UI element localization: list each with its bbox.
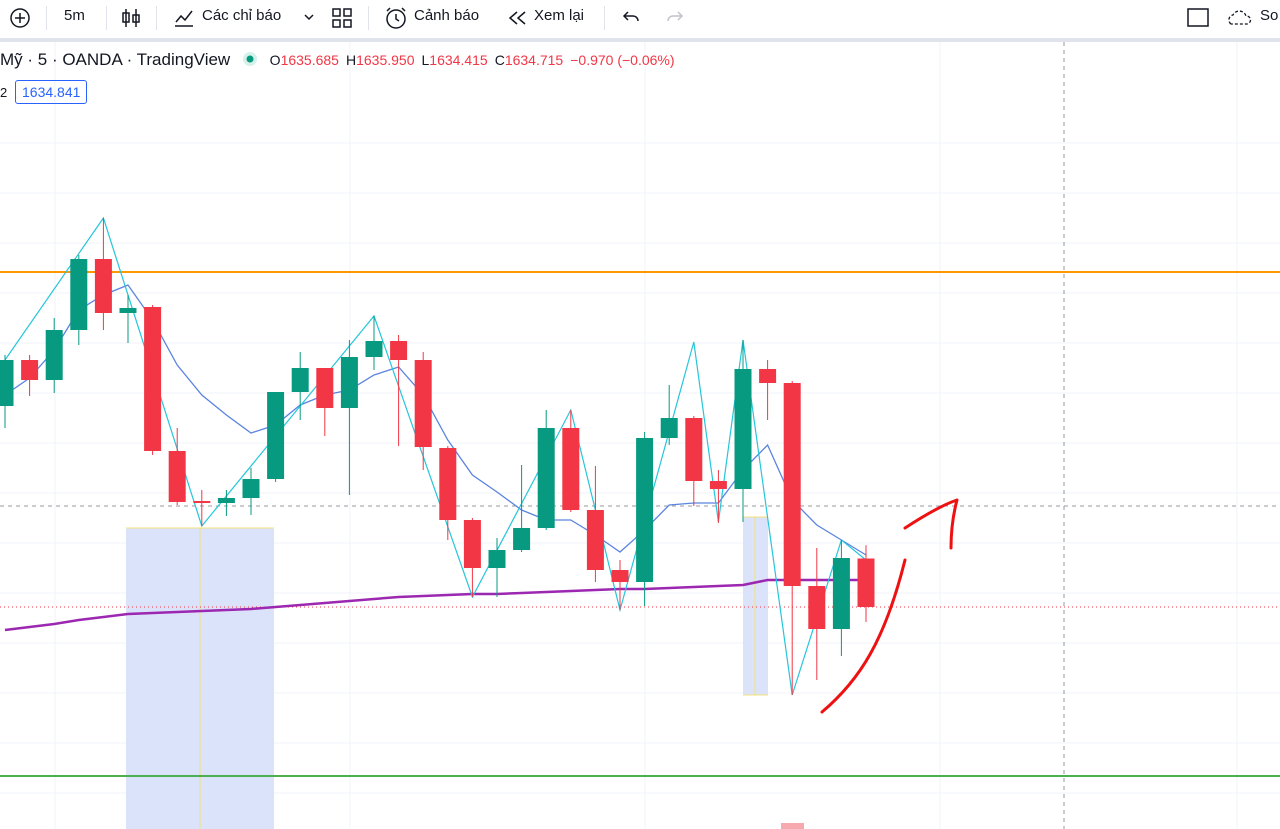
candle-body xyxy=(759,369,777,383)
replay-icon[interactable] xyxy=(507,8,529,28)
separator xyxy=(106,6,107,30)
compare-button[interactable]: So xyxy=(1260,7,1279,24)
candle-body xyxy=(832,558,850,629)
candle-body xyxy=(439,448,457,520)
candle-body xyxy=(21,360,39,380)
dropdown-icon[interactable] xyxy=(302,10,316,24)
drawing-boxes xyxy=(126,516,804,829)
indicators-button[interactable]: Các chỉ báo xyxy=(202,7,282,24)
legend: Mỹ · 5 · OANDA · TradingView O1635.685 H1… xyxy=(0,50,675,70)
indicators-icon[interactable] xyxy=(172,6,196,30)
layouts-icon[interactable] xyxy=(330,6,354,30)
candle-body xyxy=(365,341,383,357)
candle-body xyxy=(316,368,334,408)
candle-body xyxy=(636,438,654,582)
ohlc-value: 1635.950 xyxy=(356,52,415,68)
candle-body xyxy=(685,418,703,481)
separator xyxy=(604,6,605,30)
change: −0.970 (−0.06%) xyxy=(570,52,675,68)
separator xyxy=(46,6,47,30)
candle-body xyxy=(611,570,629,582)
chart-type-icon[interactable] xyxy=(120,6,142,30)
candle-body xyxy=(660,418,678,438)
candle-body xyxy=(217,498,235,503)
candle-body xyxy=(94,259,112,313)
replay-button[interactable]: Xem lại xyxy=(534,7,585,24)
candle-body xyxy=(808,586,826,629)
indicator-value: 1634.841 xyxy=(15,80,88,104)
snapshot-icon[interactable] xyxy=(1226,6,1256,30)
candle-body xyxy=(168,451,186,502)
candle-body xyxy=(783,383,801,586)
alert-button[interactable]: Cảnh báo xyxy=(414,7,480,24)
ohlc-values: O1635.685 H1635.950 L1634.415 C1634.715 −0.9… xyxy=(270,52,675,68)
add-symbol-icon[interactable] xyxy=(8,6,32,30)
redo-icon[interactable] xyxy=(664,6,686,28)
interval[interactable]: 5m xyxy=(64,7,85,24)
hand-drawn-arrow xyxy=(820,498,959,714)
ohlc-key: H xyxy=(345,52,357,68)
candle-body xyxy=(463,520,481,568)
undo-icon[interactable] xyxy=(620,6,642,28)
candle-body xyxy=(45,330,63,380)
candle-body xyxy=(144,307,162,451)
candle-body xyxy=(0,360,14,406)
status-dot xyxy=(242,52,257,66)
ohlc-key: C xyxy=(494,52,505,68)
separator xyxy=(156,6,157,30)
candle-body xyxy=(513,528,531,550)
candle-body xyxy=(70,259,88,330)
candle-body xyxy=(242,479,260,498)
fullscreen-icon[interactable] xyxy=(1186,6,1210,30)
candle-body xyxy=(488,550,506,568)
candle-body xyxy=(562,428,580,510)
candle-body xyxy=(586,510,604,570)
ohlc-value: 1634.415 xyxy=(429,52,488,68)
candle-body xyxy=(340,357,358,408)
candle-body xyxy=(267,392,285,479)
separator xyxy=(368,6,369,30)
candle-body xyxy=(734,369,752,489)
candle-body xyxy=(709,481,727,489)
alert-icon[interactable] xyxy=(383,5,409,31)
toolbar: 5m Các chỉ báo Cảnh báo Xem lại So xyxy=(0,0,1280,42)
candle-body xyxy=(537,428,555,528)
candle-body xyxy=(193,501,211,503)
candle-body xyxy=(291,368,309,392)
candle-body xyxy=(119,308,137,313)
symbol: Mỹ · 5 · OANDA · TradingView xyxy=(0,50,231,69)
indicator-index: 2 xyxy=(0,85,8,100)
ohlc-value: 1634.715 xyxy=(504,52,564,68)
ohlc-value: 1635.685 xyxy=(280,52,339,68)
candle-body xyxy=(390,341,408,360)
candle-body xyxy=(414,360,432,447)
candle-body xyxy=(857,558,875,607)
indicator-line xyxy=(4,578,866,632)
ohlc-key: O xyxy=(269,52,281,68)
ohlc-key: L xyxy=(421,52,430,68)
